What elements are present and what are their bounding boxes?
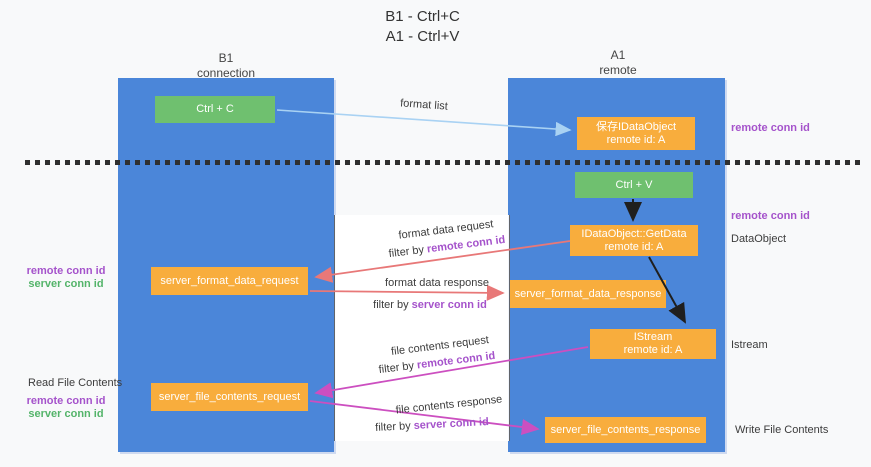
server-conn-id-text: server conn id xyxy=(411,299,487,311)
node-getdata-line2: remote id: A xyxy=(604,240,664,253)
lane-a1-role: remote xyxy=(599,63,637,77)
right-label-remote-conn-id-2: remote conn id xyxy=(731,210,810,222)
node-sfc-response-label: server_file_contents_response xyxy=(550,423,701,436)
lane-b1-role: connection xyxy=(196,66,256,80)
node-save-idataobject-line1: 保存IDataObject xyxy=(595,120,677,133)
node-idataobject-getdata: IDataObject::GetData remote id: A xyxy=(570,225,698,256)
node-ctrl-c: Ctrl + C xyxy=(155,96,275,123)
right-label-write-file-contents: Write File Contents xyxy=(735,424,829,436)
left-label-conn-ids-bottom: remote conn id server conn id xyxy=(16,395,116,421)
node-istream-line2: remote id: A xyxy=(623,344,683,356)
node-ctrl-v: Ctrl + V xyxy=(575,172,693,198)
left-server-conn-id-1: server conn id xyxy=(28,278,104,290)
node-ctrl-c-label: Ctrl + C xyxy=(196,103,234,115)
right-label-remote-conn-id-1: remote conn id xyxy=(731,122,810,134)
node-getdata-line1: IDataObject::GetData xyxy=(581,227,687,240)
label-filter-server-1: filter by server conn id xyxy=(373,299,487,311)
diagram-title-line1: B1 - Ctrl+C xyxy=(385,8,460,25)
node-save-idataobject: 保存IDataObject remote id: A xyxy=(577,117,695,150)
right-label-istream: Istream xyxy=(731,339,768,351)
filter-by-text: filter by xyxy=(374,420,411,434)
node-server-file-contents-request: server_file_contents_request xyxy=(151,383,308,411)
label-format-list: format list xyxy=(399,97,449,113)
node-server-file-contents-response: server_file_contents_response xyxy=(545,417,706,443)
dashed-separator-line xyxy=(25,160,863,165)
left-label-read-file-contents: Read File Contents xyxy=(28,377,123,389)
node-istream-line1: IStream xyxy=(633,331,673,343)
node-istream: IStream remote id: A xyxy=(590,329,716,359)
lane-a1-name: A1 xyxy=(610,48,626,62)
node-sfc-request-label: server_file_contents_request xyxy=(158,390,301,403)
node-save-idataobject-line2: remote id: A xyxy=(606,133,666,146)
node-ctrl-v-label: Ctrl + V xyxy=(615,178,653,191)
node-sfd-request-label: server_format_data_request xyxy=(160,274,299,287)
node-server-format-data-response: server_format_data_response xyxy=(510,280,666,308)
left-label-conn-ids-top: remote conn id server conn id xyxy=(16,265,116,291)
lane-header-b1: B1 connection xyxy=(166,51,286,81)
filter-by-text: filter by xyxy=(373,299,409,311)
right-label-dataobject: DataObject xyxy=(731,233,787,245)
left-server-conn-id-2: server conn id xyxy=(28,408,104,420)
node-sfd-response-label: server_format_data_response xyxy=(514,287,662,300)
node-server-format-data-request: server_format_data_request xyxy=(151,267,308,295)
left-remote-conn-id-2: remote conn id xyxy=(26,395,106,407)
left-remote-conn-id-1: remote conn id xyxy=(26,265,106,277)
diagram-title-line2: A1 - Ctrl+V xyxy=(385,28,460,45)
label-format-data-response: format data response xyxy=(385,277,489,289)
lane-header-a1: A1 remote xyxy=(558,48,678,78)
lane-b1-name: B1 xyxy=(218,51,234,65)
